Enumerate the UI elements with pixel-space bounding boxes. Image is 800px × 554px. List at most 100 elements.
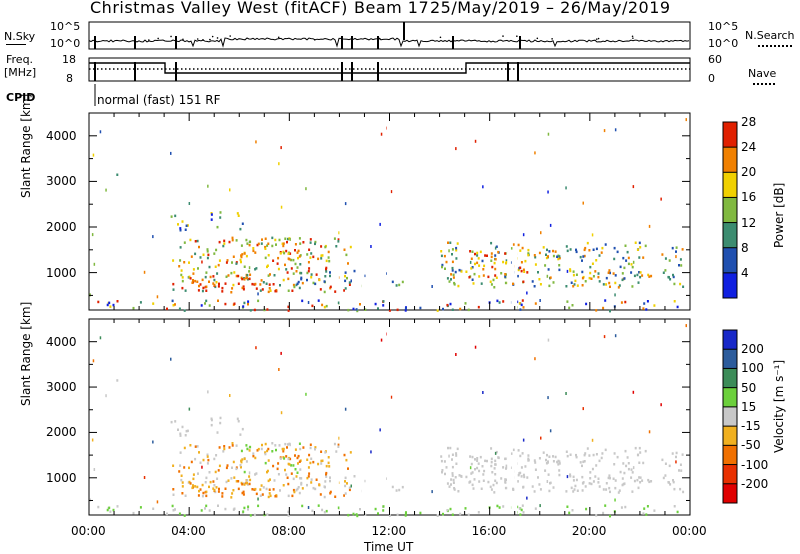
range-gate-cell	[565, 490, 568, 493]
range-gate-cell	[467, 513, 470, 517]
isolated-cell	[143, 270, 146, 274]
range-gate-cell	[480, 487, 483, 490]
range-gate-cell	[208, 280, 210, 283]
range-gate-cell	[266, 469, 269, 473]
velocity-colorbar-segment	[723, 349, 737, 369]
range-gate-cell	[217, 469, 220, 472]
range-gate-cell	[344, 274, 346, 278]
range-gate-cell	[519, 266, 522, 269]
range-gate-cell	[545, 256, 548, 260]
range-gate-cell	[236, 212, 239, 215]
range-gate-cell	[345, 253, 348, 257]
range-gate-cell	[592, 480, 595, 483]
range-gate-cell	[221, 286, 224, 290]
range-gate-cell	[223, 239, 226, 243]
range-gate-cell	[242, 305, 245, 308]
range-gate-cell	[223, 447, 226, 451]
range-gate-cell	[602, 306, 605, 310]
power-ylabel: Slant Range [km]	[19, 93, 33, 198]
range-gate-cell	[502, 260, 505, 264]
range-gate-cell	[306, 476, 309, 480]
range-gate-cell	[470, 257, 473, 260]
range-gate-cell	[225, 466, 228, 470]
range-gate-cell	[538, 483, 541, 486]
range-gate-cell	[324, 275, 327, 278]
range-gate-cell	[286, 476, 289, 479]
range-gate-cell	[264, 452, 267, 456]
range-gate-cell	[558, 460, 561, 463]
range-gate-cell	[450, 273, 453, 276]
range-gate-cell	[496, 299, 499, 303]
data-gap	[361, 114, 365, 309]
range-gate-cell	[474, 458, 476, 461]
range-gate-cell	[347, 467, 349, 470]
range-gate-cell	[353, 475, 356, 478]
x-tick-label: 20:00	[571, 524, 607, 538]
range-gate-cell	[661, 253, 664, 256]
range-gate-cell	[636, 453, 639, 457]
range-gate-cell	[328, 465, 331, 468]
range-gate-cell	[682, 285, 685, 288]
range-gate-cell	[197, 267, 199, 270]
range-gate-cell	[639, 275, 642, 279]
range-gate-cell	[327, 250, 330, 254]
range-gate-cell	[246, 483, 249, 486]
range-gate-cell	[608, 281, 611, 285]
range-gate-cell	[636, 273, 639, 277]
range-gate-cell	[184, 434, 187, 437]
range-gate-cell	[172, 509, 175, 512]
range-gate-cell	[451, 308, 454, 311]
range-gate-cell	[294, 468, 297, 471]
range-gate-cell	[450, 483, 452, 486]
range-gate-cell	[594, 270, 597, 273]
isolated-cell	[229, 188, 231, 192]
range-gate-cell	[301, 281, 304, 285]
nsky-scatter-dot	[216, 37, 219, 39]
range-gate-cell	[204, 302, 206, 305]
range-gate-cell	[445, 466, 448, 469]
range-gate-cell	[613, 246, 616, 250]
range-gate-cell	[243, 470, 246, 474]
isolated-cell	[143, 476, 146, 479]
range-gate-cell	[235, 239, 238, 242]
range-gate-cell	[190, 255, 193, 258]
range-gate-cell	[243, 252, 246, 255]
range-gate-cell	[298, 286, 301, 290]
range-gate-cell	[526, 271, 529, 274]
x-tick-label: 08:00	[271, 524, 306, 538]
range-gate-cell	[558, 268, 561, 272]
range-gate-cell	[648, 480, 651, 484]
range-gate-cell	[189, 444, 192, 447]
isolated-cell	[307, 301, 310, 304]
isolated-cell	[603, 335, 606, 339]
range-gate-cell	[569, 248, 572, 251]
range-gate-cell	[436, 309, 439, 312]
range-gate-cell	[221, 495, 224, 498]
freq-tick-top: 18	[62, 53, 76, 66]
range-gate-cell	[329, 479, 331, 483]
range-gate-cell	[579, 461, 582, 464]
range-gate-cell	[300, 483, 303, 486]
range-gate-cell	[566, 454, 569, 458]
range-gate-cell	[311, 304, 314, 308]
range-gate-cell	[180, 474, 183, 477]
range-gate-cell	[344, 484, 347, 488]
range-gate-cell	[575, 455, 578, 459]
range-gate-cell	[216, 477, 219, 480]
range-gate-cell	[614, 479, 617, 482]
range-gate-cell	[300, 276, 303, 280]
isolated-cell	[632, 260, 635, 264]
range-gate-cell	[391, 485, 394, 489]
isolated-cell	[431, 285, 433, 288]
range-gate-cell	[181, 286, 184, 290]
x-tick-label: 12:00	[371, 524, 407, 538]
range-gate-cell	[469, 455, 472, 458]
range-gate-cell	[218, 240, 221, 244]
range-gate-cell	[232, 460, 235, 464]
range-gate-cell	[522, 511, 525, 514]
range-gate-cell	[572, 490, 575, 493]
range-gate-cell	[452, 273, 455, 277]
range-gate-cell	[494, 463, 497, 466]
range-gate-cell	[266, 264, 269, 267]
range-gate-cell	[460, 475, 463, 478]
